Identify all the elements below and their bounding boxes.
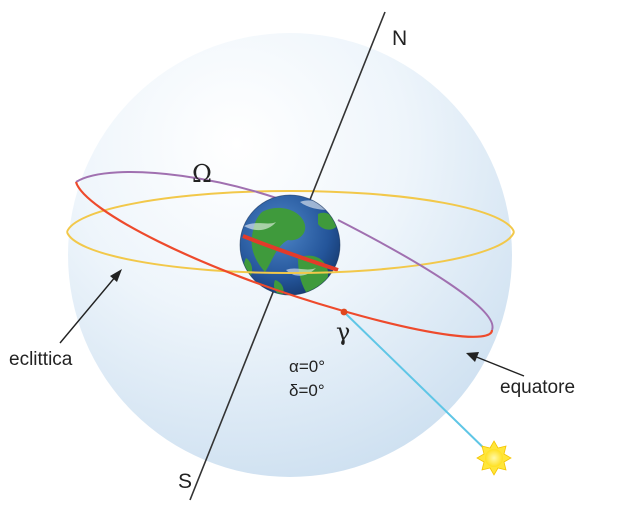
south-pole-label: S xyxy=(178,470,192,493)
ecliptic-pointer-arrow xyxy=(59,269,122,344)
sun-icon xyxy=(476,440,512,476)
north-pole-label: N xyxy=(392,27,407,50)
equator-on-earth xyxy=(242,234,339,272)
equator-circle-back-right xyxy=(337,219,494,331)
vernal-point-label: γ xyxy=(336,318,350,346)
equator-pointer-arrow xyxy=(466,352,525,377)
ecliptic-circle-back xyxy=(66,189,515,233)
right-ascension-label: α=0° xyxy=(289,357,325,376)
declination-label: δ=0° xyxy=(289,381,325,400)
vernal-point-marker xyxy=(340,308,348,316)
ascending-node-label: Ω xyxy=(192,160,212,188)
ecliptic-label: eclittica xyxy=(9,349,73,370)
earth-icon xyxy=(239,194,341,296)
equator-circle-front xyxy=(74,181,494,338)
ecliptic-circle-front xyxy=(66,231,515,275)
equator-label: equatore xyxy=(500,377,575,398)
sun-ray xyxy=(343,311,493,457)
